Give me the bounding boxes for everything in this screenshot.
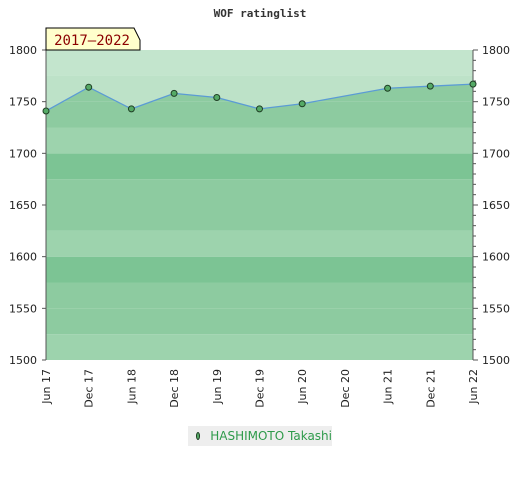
- y-tick-label-right: 1700: [482, 147, 510, 160]
- background-band: [46, 205, 473, 231]
- x-tick-label: Dec 20: [339, 369, 352, 408]
- background-band: [46, 153, 473, 180]
- y-tick-label-left: 1800: [9, 44, 37, 57]
- y-tick-label-left: 1650: [9, 199, 37, 212]
- rating-point: [213, 94, 221, 102]
- period-badge-text: 2017–2022: [54, 33, 130, 49]
- period-badge-box: [45, 27, 141, 51]
- rating-point: [298, 100, 306, 108]
- rating-point: [384, 84, 392, 92]
- x-tick-label: Dec 19: [254, 369, 267, 408]
- y-tick-label-right: 1600: [482, 251, 510, 264]
- rating-markers: [42, 80, 477, 115]
- background-bands: [46, 50, 473, 360]
- chart-title: WOF ratinglist: [214, 7, 307, 20]
- rating-area: [45, 50, 474, 112]
- x-tick-label: Jun 21: [382, 369, 395, 405]
- background-band: [46, 230, 473, 257]
- y-axis-left-labels: 1500 1550 1600 1650 1700 1750 1800: [9, 44, 37, 367]
- rating-point: [426, 82, 434, 90]
- period-badge: 2017–2022: [45, 27, 141, 51]
- x-tick-label: Dec 21: [424, 369, 437, 408]
- background-band: [46, 256, 473, 283]
- area-above-rating: [46, 50, 473, 111]
- rating-point: [256, 105, 263, 113]
- x-tick-label: Jun 18: [125, 369, 138, 405]
- y-tick-label-right: 1800: [482, 44, 510, 57]
- background-band: [46, 308, 473, 335]
- x-tick-label: Jun 17: [40, 369, 53, 405]
- background-band: [46, 334, 473, 360]
- x-tick-label: Jun 20: [296, 369, 309, 405]
- legend-marker-icon: [196, 432, 201, 440]
- x-tick-label: Jun 22: [467, 369, 480, 405]
- y-tick-label-left: 1750: [9, 96, 37, 109]
- x-tick-label: Jun 19: [211, 369, 224, 405]
- background-band: [46, 127, 473, 154]
- y-tick-label-left: 1700: [9, 147, 37, 160]
- legend: HASHIMOTO Takashi: [188, 426, 332, 446]
- background-band: [46, 179, 473, 205]
- legend-label: HASHIMOTO Takashi: [210, 429, 332, 443]
- rating-point: [127, 105, 135, 113]
- y-tick-label-right: 1550: [482, 302, 510, 315]
- y-tick-label-left: 1550: [9, 302, 37, 315]
- y-axis-right-labels: 1500 1550 1600 1650 1700 1750 1800: [482, 44, 510, 367]
- rating-point: [42, 107, 50, 115]
- rating-line: [45, 83, 474, 112]
- y-tick-label-right: 1500: [482, 354, 510, 367]
- y-tick-label-right: 1650: [482, 199, 510, 212]
- y-tick-label-left: 1500: [9, 354, 37, 367]
- x-tick-label: Dec 18: [168, 369, 181, 408]
- rating-point: [85, 83, 93, 91]
- x-axis-labels: Jun 17 Dec 17 Jun 18 Dec 18 Jun 19 Dec 19 Jun …: [40, 369, 480, 408]
- rating-point: [170, 89, 178, 97]
- y-tick-label-right: 1750: [482, 96, 510, 109]
- background-band: [46, 282, 473, 309]
- y-tick-label-left: 1600: [9, 251, 37, 264]
- axes: [42, 49, 478, 361]
- x-tick-label: Dec 17: [83, 369, 96, 408]
- rating-point: [469, 80, 477, 88]
